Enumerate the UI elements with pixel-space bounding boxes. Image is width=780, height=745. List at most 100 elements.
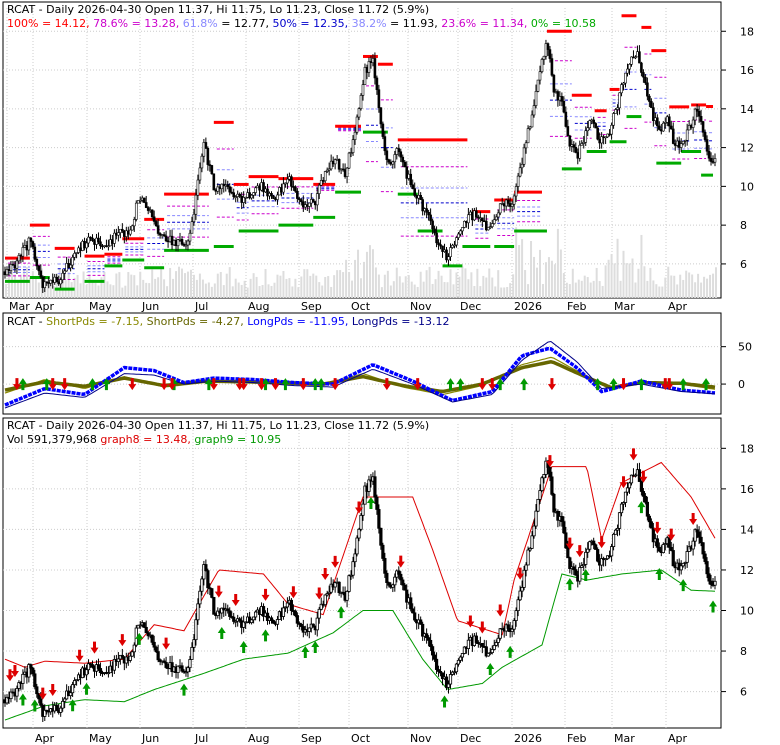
price-bar-body bbox=[317, 184, 321, 194]
x-tick-label: Feb bbox=[567, 732, 586, 745]
price-bar-body bbox=[242, 621, 246, 628]
up-arrow-icon bbox=[520, 378, 529, 391]
down-arrow-icon bbox=[90, 641, 99, 654]
price-bar-body bbox=[622, 82, 625, 85]
price-bar-body bbox=[74, 679, 79, 682]
price-bar-body bbox=[435, 232, 438, 244]
price-bar-body bbox=[323, 594, 327, 606]
price-bar-body bbox=[433, 228, 436, 234]
price-bar-body bbox=[663, 543, 667, 545]
price-bar-body bbox=[568, 135, 572, 147]
price-bar-body bbox=[112, 659, 116, 671]
price-bar-body bbox=[107, 245, 110, 248]
volume-bar bbox=[565, 282, 568, 298]
price-bar-body bbox=[516, 175, 520, 187]
price-bar-body bbox=[130, 225, 134, 231]
price-bar-body bbox=[572, 144, 576, 148]
down-arrow-icon bbox=[299, 378, 308, 391]
volume-bar bbox=[112, 285, 115, 298]
price-bar-body bbox=[266, 188, 269, 197]
price-bar-body bbox=[188, 232, 192, 242]
top-fib-legend: 100% = 14.12, 78.6% = 13.28, 61.8% = 12.… bbox=[7, 17, 596, 30]
price-bar-body bbox=[584, 551, 588, 565]
volume-bar bbox=[694, 282, 697, 298]
price-bar-body bbox=[311, 199, 315, 202]
price-bar-body bbox=[432, 654, 437, 660]
x-tick-label: May bbox=[89, 300, 112, 313]
volume-bar bbox=[5, 283, 7, 298]
price-bar-body bbox=[564, 532, 568, 549]
price-bar-body bbox=[381, 544, 385, 559]
price-bar-body bbox=[705, 561, 709, 575]
price-bar-body bbox=[186, 667, 190, 673]
price-bar-body bbox=[37, 265, 41, 272]
price-bar-body bbox=[220, 183, 224, 190]
y-tick-label: 0 bbox=[738, 378, 745, 391]
volume-bar bbox=[467, 279, 470, 298]
price-bar-body bbox=[69, 692, 73, 697]
volume-bar bbox=[673, 275, 676, 298]
volume-bar bbox=[601, 285, 604, 298]
price-bar-body bbox=[693, 108, 697, 121]
volume-bar bbox=[166, 286, 169, 298]
volume-bar bbox=[210, 286, 213, 298]
volume-bar bbox=[240, 284, 243, 298]
price-panel-top-x-axis: Mar Apr May Jun Jul Aug Sep Oct Nov Dec 2026 Feb Mar… bbox=[9, 300, 688, 313]
volume-bar bbox=[163, 279, 166, 298]
price-bar-body bbox=[43, 281, 47, 288]
price-bar-body bbox=[146, 632, 150, 637]
price-bar-body bbox=[681, 562, 685, 567]
price-bar-body bbox=[128, 229, 132, 235]
volume-bar bbox=[192, 274, 195, 298]
price-bar-body bbox=[61, 272, 64, 281]
price-bar-body bbox=[327, 168, 331, 171]
price-bar-body bbox=[250, 619, 254, 624]
oscillator-y-axis: 0 50 bbox=[721, 341, 752, 391]
price-bar-body bbox=[649, 521, 653, 529]
volume-bar bbox=[243, 280, 246, 298]
volume-bar bbox=[547, 257, 550, 298]
price-bar-body bbox=[194, 194, 198, 215]
graph9-line bbox=[4, 569, 716, 721]
price-bar-body bbox=[385, 150, 389, 160]
volume-bar bbox=[148, 283, 151, 298]
price-bar-body bbox=[176, 239, 180, 247]
volume-bar bbox=[655, 284, 658, 298]
volume-bar bbox=[339, 270, 342, 298]
price-bar-body bbox=[637, 469, 642, 482]
price-bar-body bbox=[619, 503, 624, 514]
volume-bar bbox=[264, 269, 267, 298]
price-bar-body bbox=[656, 117, 659, 127]
price-bar-body bbox=[323, 171, 327, 182]
price-bar-body bbox=[73, 252, 76, 258]
price-bar-body bbox=[610, 124, 613, 135]
volume-bar bbox=[306, 269, 309, 298]
up-arrow-icon bbox=[311, 378, 320, 391]
price-bar-body bbox=[134, 202, 138, 220]
volume-bar bbox=[503, 287, 506, 298]
price-bar-body bbox=[252, 616, 256, 621]
price-bar-body bbox=[600, 558, 604, 566]
price-bar-body bbox=[461, 227, 464, 232]
price-bar-body bbox=[349, 152, 353, 154]
volume-bar bbox=[189, 269, 192, 298]
price-bar-body bbox=[683, 561, 687, 564]
volume-bar bbox=[470, 272, 473, 298]
volume-bar bbox=[595, 267, 598, 298]
volume-bars bbox=[5, 227, 718, 298]
price-bar-body bbox=[397, 148, 401, 153]
price-bar-body bbox=[39, 270, 43, 278]
price-bar-body bbox=[685, 129, 689, 141]
price-bar-body bbox=[355, 116, 359, 133]
volume-bar bbox=[270, 285, 273, 298]
price-bar-body bbox=[697, 531, 701, 538]
price-bar-body bbox=[208, 164, 212, 166]
price-bar-body bbox=[550, 58, 554, 76]
price-bar-body bbox=[262, 182, 265, 193]
price-bar-body bbox=[427, 211, 430, 216]
volume-bar bbox=[219, 271, 222, 298]
price-bar-body bbox=[552, 74, 556, 93]
price-bar-body bbox=[588, 120, 592, 129]
price-bar-body bbox=[373, 476, 377, 498]
